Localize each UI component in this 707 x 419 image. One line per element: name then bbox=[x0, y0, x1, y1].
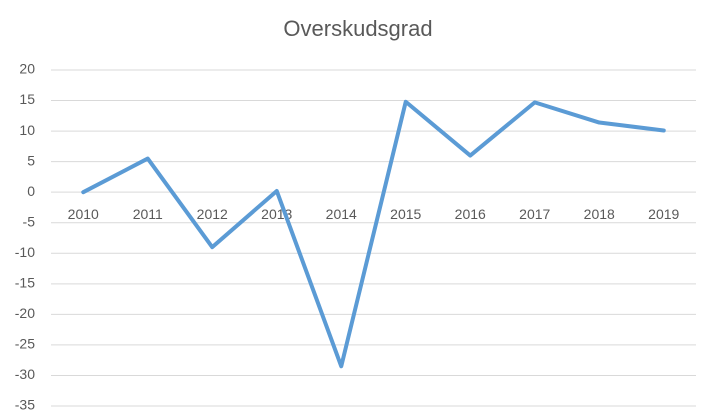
x-tick-label: 2019 bbox=[648, 206, 679, 222]
y-tick-label: -5 bbox=[23, 213, 36, 229]
y-tick-label: -15 bbox=[15, 275, 35, 291]
x-tick-label: 2016 bbox=[455, 206, 486, 222]
x-tick-label: 2018 bbox=[584, 206, 615, 222]
y-tick-label: -10 bbox=[15, 244, 35, 260]
x-tick-label: 2011 bbox=[133, 206, 163, 222]
x-tick-label: 2015 bbox=[390, 206, 421, 222]
x-tick-label: 2012 bbox=[197, 206, 228, 222]
y-tick-label: 15 bbox=[19, 91, 35, 107]
line bbox=[81, 99, 666, 369]
y-tick-label: -30 bbox=[15, 366, 35, 382]
y-tick-label: 0 bbox=[27, 183, 35, 199]
y-tick-label: -25 bbox=[15, 336, 35, 352]
x-tick-label: 2010 bbox=[68, 206, 99, 222]
y-tick-label: 5 bbox=[27, 152, 35, 168]
x-tick-label: 2014 bbox=[326, 206, 357, 222]
y-tick-label: 10 bbox=[19, 122, 35, 138]
chart-title: Overskudsgrad bbox=[283, 16, 432, 41]
y-tick-label: -20 bbox=[15, 305, 35, 321]
y-tick-label: -35 bbox=[15, 397, 35, 413]
y-tick-label: 20 bbox=[19, 61, 35, 77]
x-tick-label: 2017 bbox=[519, 206, 550, 222]
